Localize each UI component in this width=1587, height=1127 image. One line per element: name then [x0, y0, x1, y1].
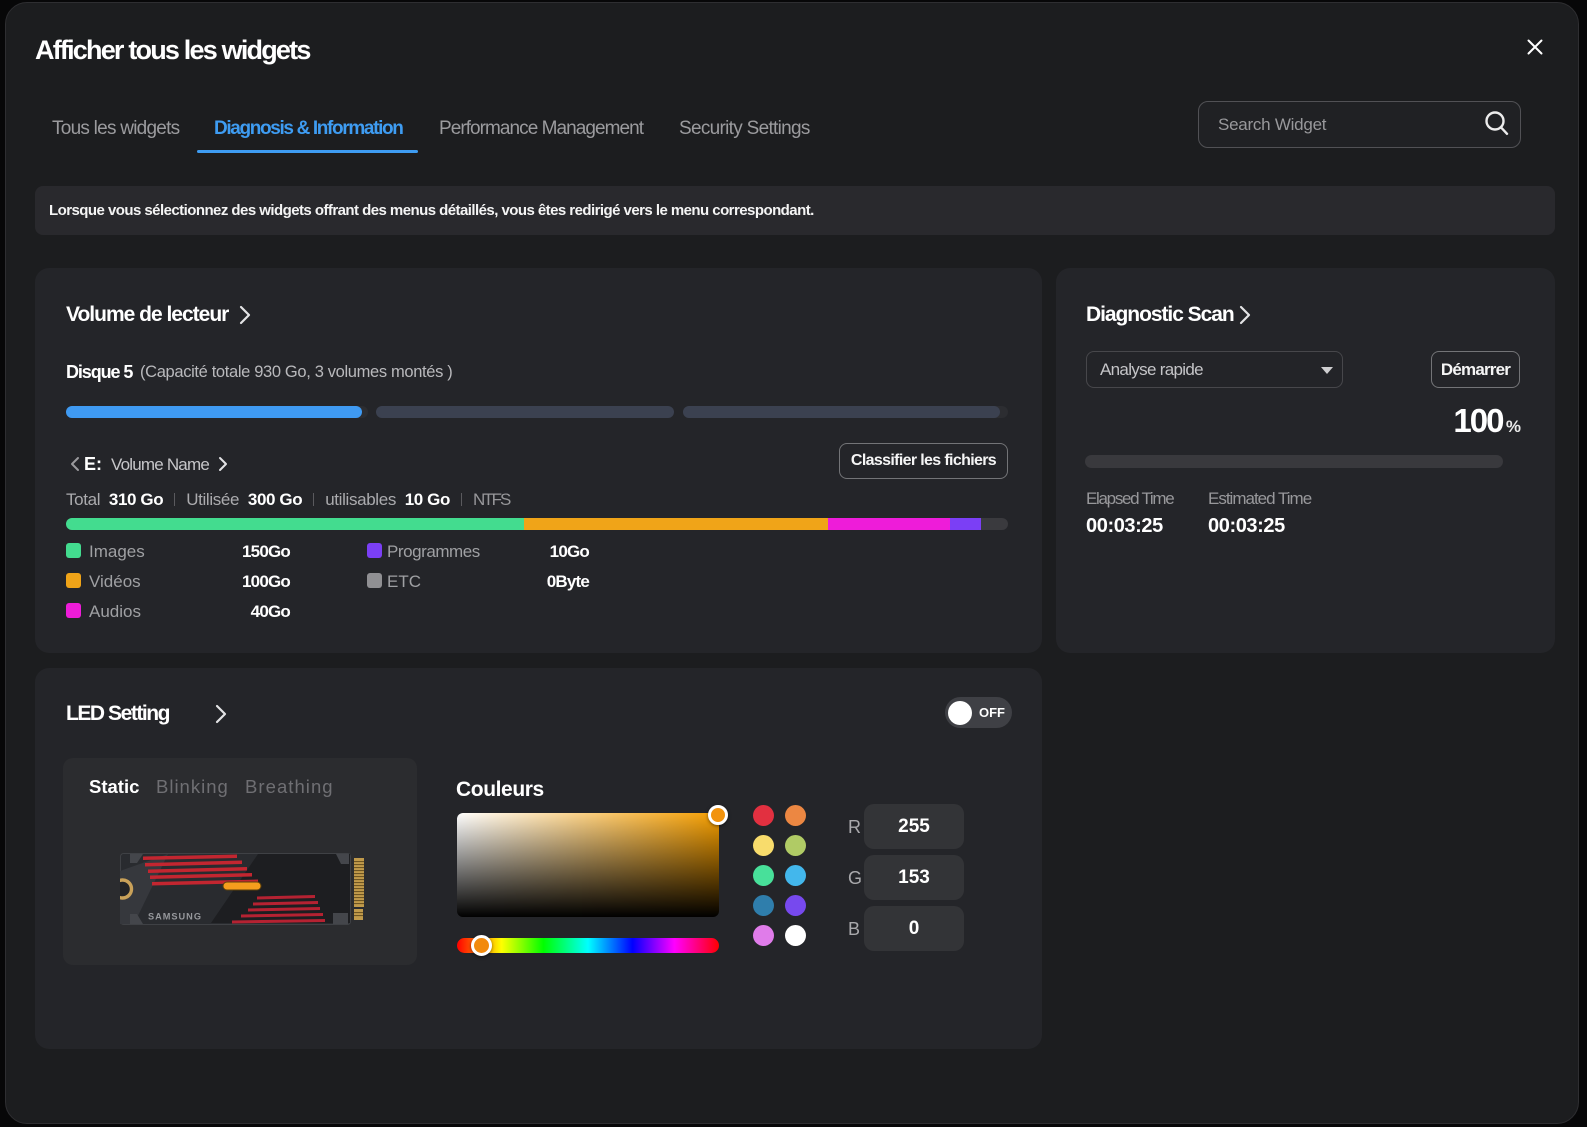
svg-text:SAMSUNG: SAMSUNG	[148, 912, 202, 922]
